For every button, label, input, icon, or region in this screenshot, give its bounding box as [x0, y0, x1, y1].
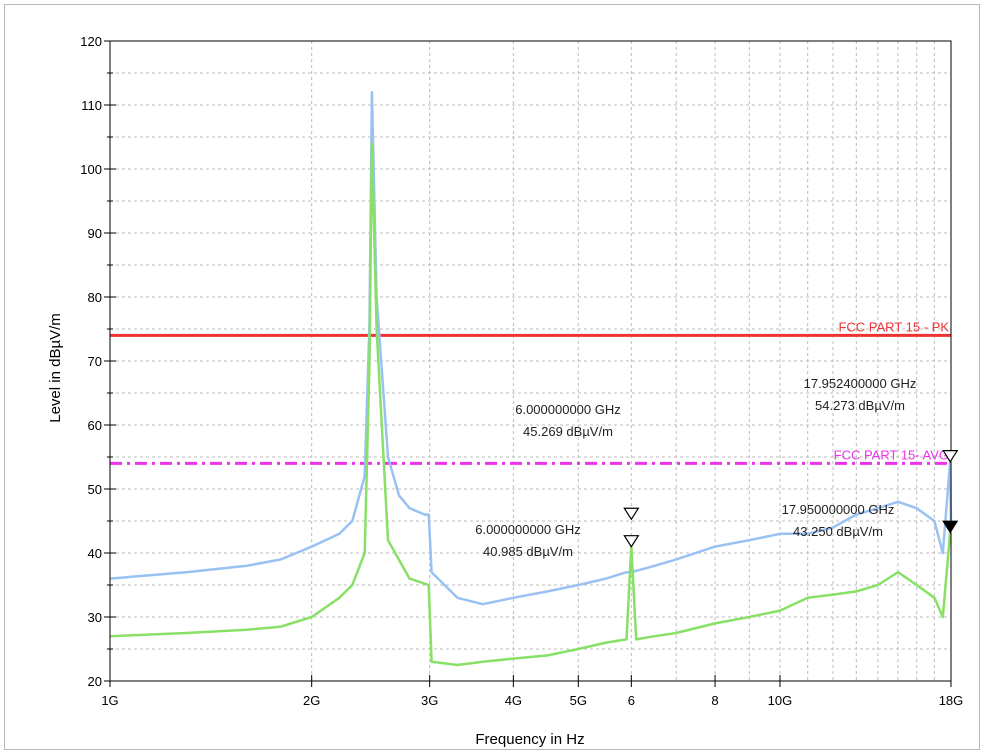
limit-lines: FCC PART 15 - PK FCC PART 15- AVG	[110, 319, 951, 465]
y-tick-label: 120	[80, 34, 102, 49]
marker-level: 40.985 dBµV/m	[483, 544, 573, 559]
y-tick-label: 90	[88, 226, 102, 241]
marker-level: 43.250 dBµV/m	[793, 524, 883, 539]
marker-frequency: 6.000000000 GHz	[515, 402, 621, 417]
series-peak	[109, 90, 953, 606]
x-tick-label: 10G	[768, 693, 793, 708]
y-axis-label: Level in dBµV/m	[47, 313, 64, 423]
x-tick-label: 6	[628, 693, 635, 708]
y-tick-label: 60	[88, 418, 102, 433]
marker-frequency: 17.952400000 GHz	[804, 376, 917, 391]
y-tick-label: 40	[88, 546, 102, 561]
x-axis-label: Frequency in Hz	[475, 731, 584, 748]
marker-symbol	[623, 507, 640, 521]
y-tick-label: 20	[88, 674, 102, 689]
grid	[109, 40, 952, 682]
chart-frame	[4, 4, 980, 750]
y-tick-label: 100	[80, 162, 102, 177]
x-tick-label: 18G	[939, 693, 964, 708]
marker-symbol	[623, 535, 640, 548]
x-tick-label: 4G	[505, 693, 522, 708]
axes: 20 30 40 50 60 70 80 90 100 110 120 1G 2G 3G 4G 5G 6 8 10G…	[80, 34, 963, 708]
series-average	[109, 142, 953, 667]
y-tick-label: 110	[81, 98, 102, 113]
limit-label-pk: FCC PART 15 - PK	[838, 319, 949, 334]
series-layer	[109, 90, 953, 667]
y-tick-label: 50	[88, 482, 102, 497]
x-tick-label: 8	[711, 693, 718, 708]
markers: 6.000000000 GHz 45.269 dBµV/m 6.000000000 …	[475, 376, 959, 559]
x-tick-label: 2G	[303, 693, 320, 708]
marker-frequency: 17.950000000 GHz	[782, 502, 895, 517]
limit-label-avg: FCC PART 15- AVG	[834, 447, 949, 462]
y-tick-label: 80	[88, 290, 102, 305]
marker-level: 45.269 dBµV/m	[523, 424, 613, 439]
x-tick-label: 5G	[570, 693, 587, 708]
y-tick-label: 70	[88, 354, 102, 369]
marker-frequency: 6.000000000 GHz	[475, 522, 581, 537]
marker-level: 54.273 dBµV/m	[815, 398, 905, 413]
marker-symbol	[942, 520, 959, 534]
x-tick-label: 1G	[101, 693, 118, 708]
x-tick-label: 3G	[421, 693, 438, 708]
marker-symbol	[942, 450, 959, 463]
y-tick-label: 30	[88, 610, 102, 625]
